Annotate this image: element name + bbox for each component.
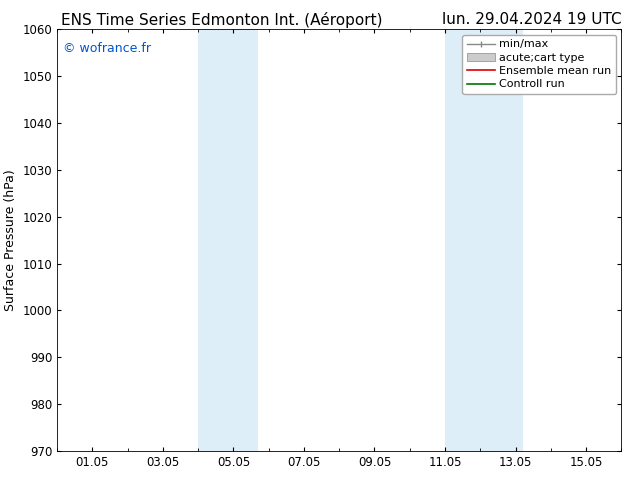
- Bar: [198, 29, 258, 451]
- Y-axis label: Surface Pressure (hPa): Surface Pressure (hPa): [4, 169, 17, 311]
- Text: © wofrance.fr: © wofrance.fr: [63, 42, 151, 55]
- Legend: min/max, acute;cart type, Ensemble mean run, Controll run: min/max, acute;cart type, Ensemble mean …: [462, 35, 616, 94]
- Text: ENS Time Series Edmonton Int. (Aéroport): ENS Time Series Edmonton Int. (Aéroport): [61, 12, 383, 28]
- Text: lun. 29.04.2024 19 UTC: lun. 29.04.2024 19 UTC: [442, 12, 621, 27]
- Bar: [445, 29, 522, 451]
